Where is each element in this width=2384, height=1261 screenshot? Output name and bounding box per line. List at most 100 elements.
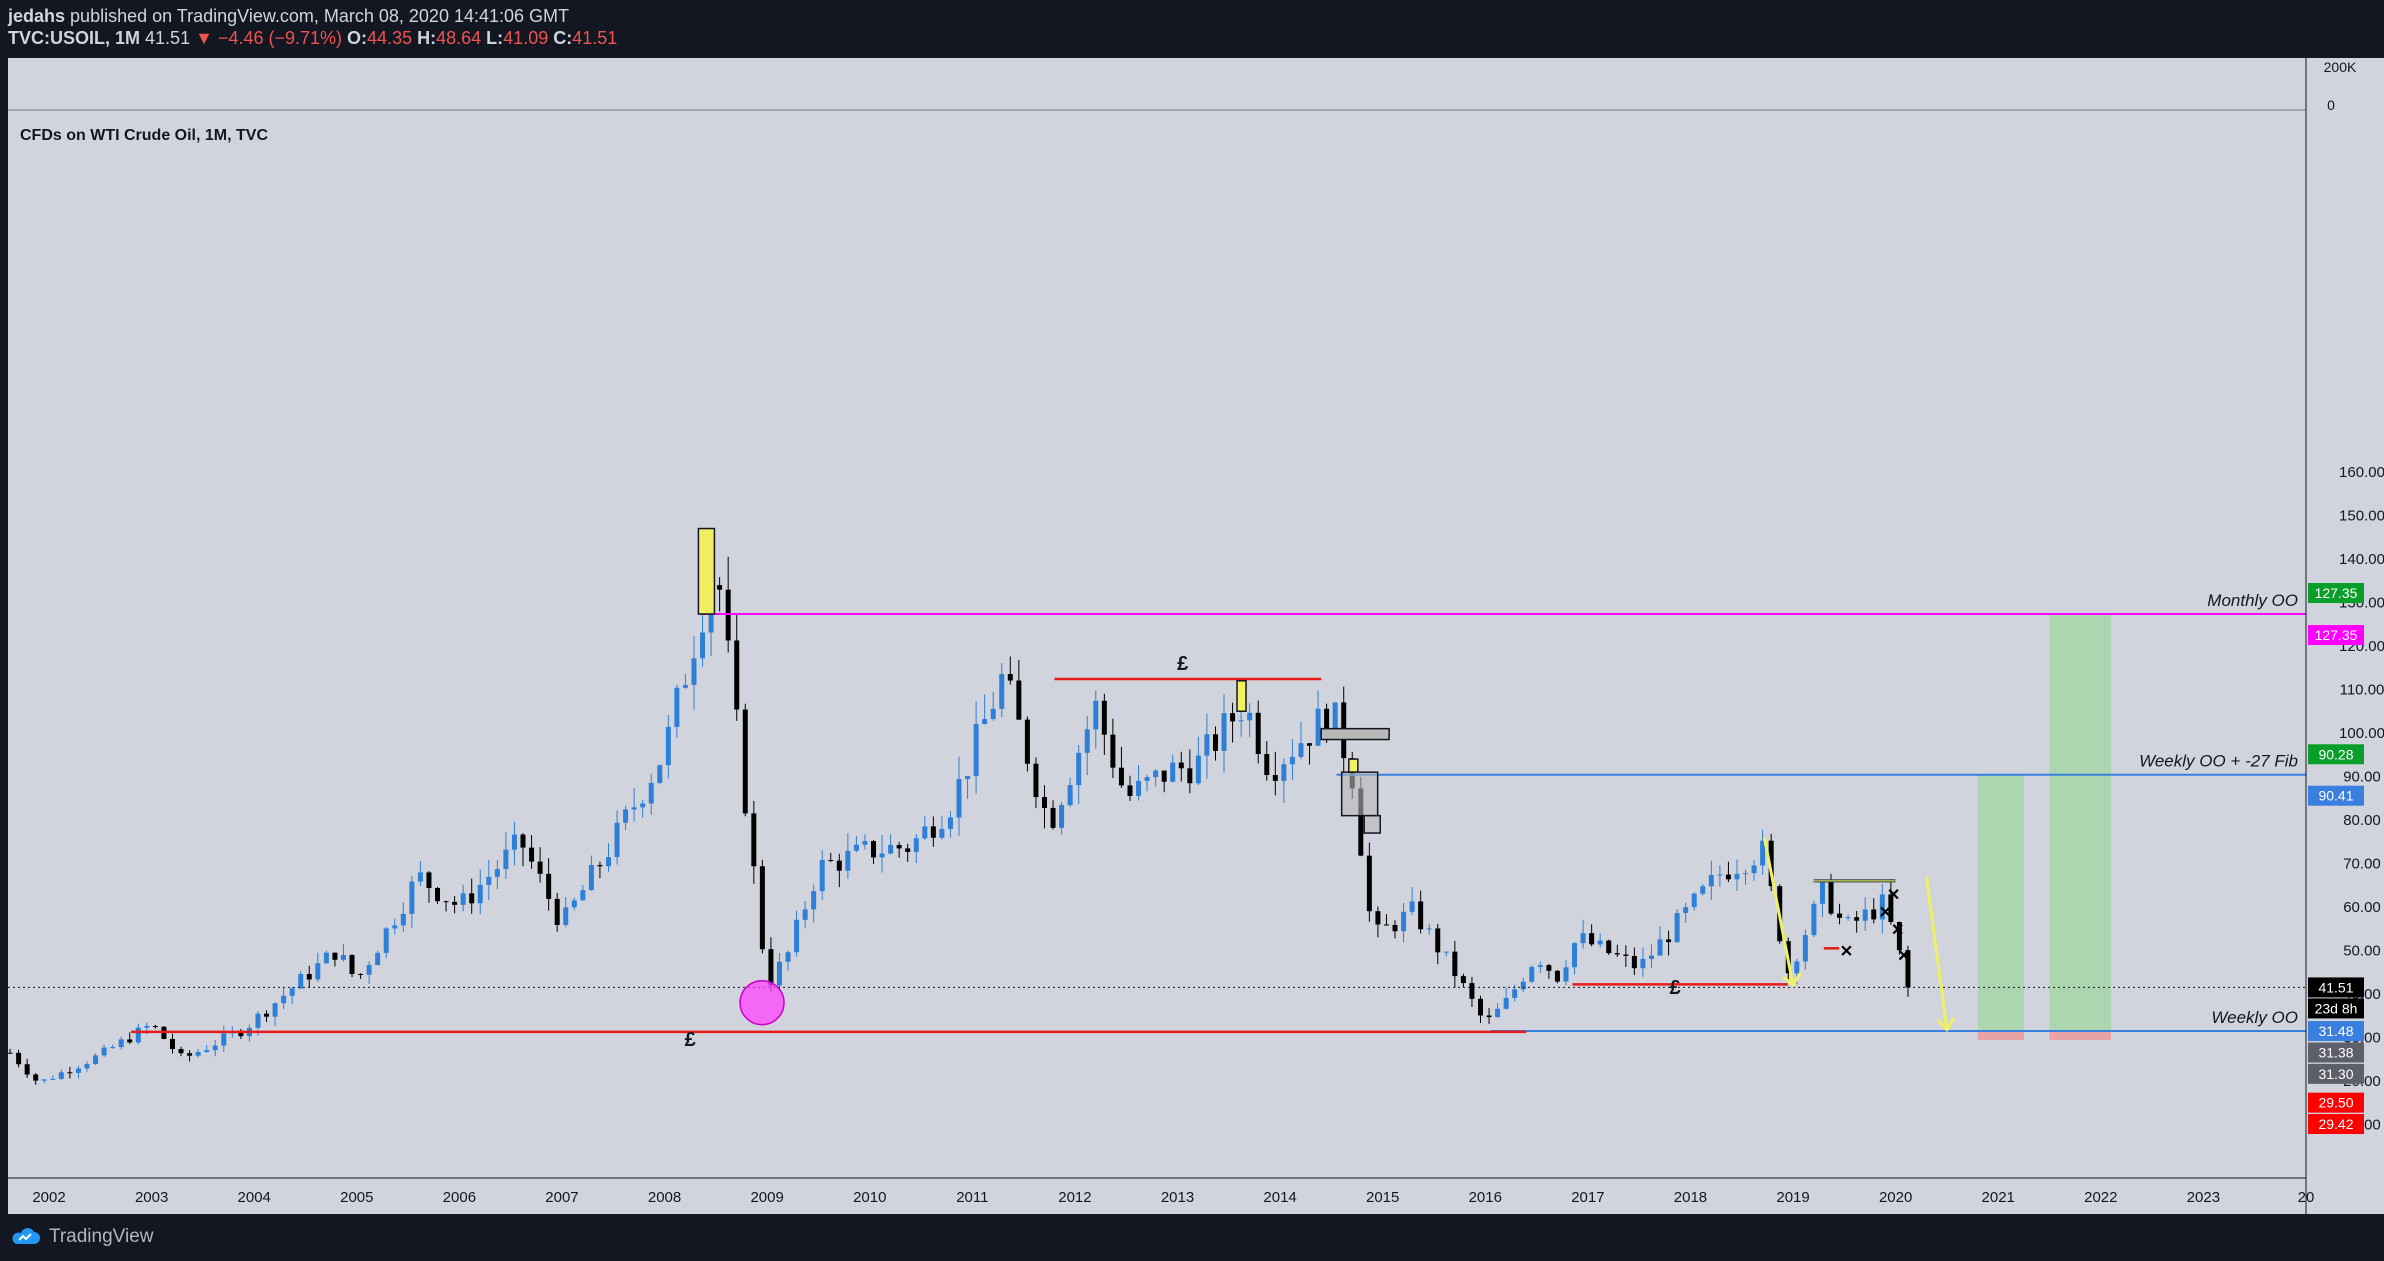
- time-tick-label: 2017: [1571, 1189, 1604, 1206]
- candle-body: [1572, 943, 1578, 968]
- candle-body: [67, 1072, 73, 1074]
- close-value: 41.51: [572, 28, 618, 48]
- candle-body: [1879, 894, 1885, 920]
- candle-body: [1383, 924, 1389, 926]
- pound-marker: £: [1670, 977, 1681, 999]
- candle-body: [1743, 873, 1749, 875]
- candle-body: [1623, 954, 1629, 956]
- level-lines: Monthly OO Weekly OO + -27 Fib Weekly OO: [8, 591, 2306, 1034]
- candle-body: [1486, 1015, 1492, 1018]
- time-tick-label: 2014: [1263, 1189, 1296, 1206]
- candle-body: [1563, 967, 1569, 982]
- candle-body: [144, 1025, 150, 1028]
- time-axis[interactable]: [8, 1178, 2306, 1214]
- candle-body: [1760, 840, 1766, 866]
- candle-body: [520, 834, 526, 848]
- candle-body: [657, 765, 663, 783]
- tradingview-logo[interactable]: TradingView: [10, 1226, 154, 1248]
- candle-body: [811, 891, 817, 910]
- chart-title: CFDs on WTI Crude Oil, 1M, TVC: [20, 127, 268, 144]
- candle-body: [1691, 893, 1697, 908]
- candle-body: [862, 841, 868, 845]
- candle-body: [554, 898, 560, 925]
- candle-body: [238, 1031, 244, 1037]
- candle-body: [1657, 939, 1663, 956]
- candle-body: [435, 888, 441, 902]
- symbol-label[interactable]: TVC:USOIL, 1M: [8, 28, 141, 48]
- price-tick-label: 50.00: [2343, 943, 2381, 960]
- candle-body: [665, 726, 671, 766]
- candle-body: [426, 872, 432, 889]
- candle-body: [1059, 805, 1065, 828]
- candle-body: [546, 873, 552, 899]
- candle-body: [623, 809, 629, 823]
- candle-body: [1170, 762, 1176, 782]
- candle-body: [1255, 712, 1261, 755]
- candle-body: [101, 1047, 107, 1056]
- candle-body: [1537, 965, 1543, 968]
- candle-body: [1495, 1008, 1501, 1018]
- candle-body: [417, 872, 423, 882]
- price-tag: [2308, 744, 2364, 765]
- candle-body: [1426, 928, 1432, 930]
- candle-body: [1700, 886, 1706, 894]
- candle-body: [597, 864, 603, 867]
- candle-body: [1076, 752, 1082, 786]
- candle-body: [1854, 917, 1860, 921]
- candle-body: [452, 901, 458, 905]
- candle-body: [1264, 754, 1270, 776]
- candle-body: [477, 884, 483, 904]
- candle-body: [691, 658, 697, 685]
- candle-body: [751, 813, 757, 867]
- candle-body: [1067, 785, 1073, 806]
- candle-body: [1683, 907, 1689, 914]
- candle-body: [1204, 734, 1210, 756]
- arrow-line: [1762, 837, 1795, 986]
- open-value: 44.35: [367, 28, 413, 48]
- price-tick-label: 100.00: [2339, 725, 2384, 742]
- price-tick-label: 140.00: [2339, 551, 2384, 568]
- candle-body: [169, 1038, 175, 1049]
- candle-body: [1136, 780, 1142, 796]
- candle-body: [1392, 924, 1398, 932]
- arrow-head: [1782, 971, 1803, 988]
- candle-body: [1418, 901, 1424, 930]
- candle-body: [135, 1027, 141, 1043]
- cross-marker: ✕: [1891, 922, 1904, 939]
- volume-tick-label: 0: [2327, 97, 2335, 113]
- candle-body: [1648, 955, 1654, 959]
- candle-body: [255, 1013, 261, 1028]
- price-tag: [2308, 785, 2364, 806]
- author-name[interactable]: jedahs: [8, 6, 66, 26]
- candle-body: [956, 779, 962, 818]
- candle-body: [1554, 970, 1560, 982]
- candle-body: [1871, 909, 1877, 920]
- candle-body: [1477, 998, 1483, 1016]
- candle-body: [187, 1053, 193, 1056]
- price-tag: [2308, 1092, 2364, 1113]
- last-price: 41.51: [145, 28, 191, 48]
- candle-body: [853, 844, 859, 851]
- candle-body: [1828, 881, 1834, 914]
- candle-body: [1717, 874, 1723, 876]
- candle-body: [776, 961, 782, 986]
- candle-body: [443, 901, 449, 903]
- candle-body: [1033, 763, 1039, 798]
- candle-body: [212, 1045, 218, 1051]
- candle-body: [845, 850, 851, 871]
- candle-body: [84, 1064, 90, 1069]
- candle-body: [1896, 921, 1902, 951]
- price-tick-label: 160.00: [2339, 464, 2384, 481]
- candle-body: [631, 807, 637, 810]
- candle-body: [1016, 680, 1022, 720]
- candle-body: [340, 955, 346, 960]
- price-tick-label: 110.00: [2340, 682, 2384, 699]
- candle-body: [1546, 965, 1552, 971]
- candle-body: [1520, 981, 1526, 990]
- candle-body: [1580, 933, 1586, 944]
- candle-body: [358, 973, 364, 975]
- candle-body: [794, 919, 800, 953]
- candle-body: [529, 847, 535, 862]
- candle-body: [272, 1003, 278, 1017]
